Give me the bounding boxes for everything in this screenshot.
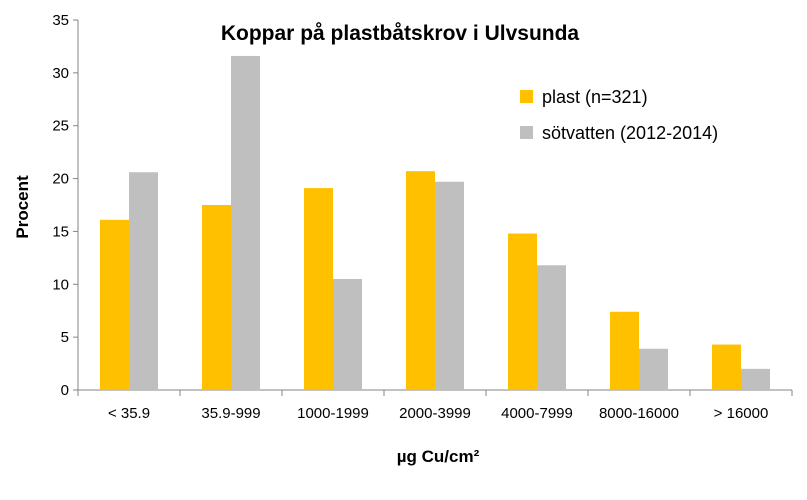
- bar-sotvatten: [333, 279, 362, 390]
- y-tick-label: 20: [52, 171, 69, 188]
- x-tick-label: 35.9-999: [201, 405, 260, 422]
- legend-swatch: [520, 90, 533, 103]
- bar-sotvatten: [741, 368, 770, 390]
- y-tick-label: 30: [52, 65, 69, 82]
- y-tick-label: 5: [61, 329, 69, 346]
- bar-sotvatten: [129, 172, 158, 390]
- y-tick-label: 0: [61, 382, 69, 399]
- y-tick-label: 15: [52, 223, 69, 240]
- x-tick-label: < 35.9: [108, 405, 150, 422]
- x-tick-label: 4000-7999: [501, 405, 573, 422]
- bar-plast: [304, 188, 333, 390]
- chart-title: Koppar på plastbåtskrov i Ulvsunda: [221, 22, 580, 45]
- y-axis-title: Procent: [13, 175, 32, 239]
- bar-plast: [100, 219, 129, 390]
- legend: plast (n=321) sötvatten (2012-2014): [520, 87, 718, 143]
- x-tick-label: 8000-16000: [599, 405, 679, 422]
- bar-plast: [610, 311, 639, 390]
- plot-area: 0 5 10 15 20 25 30 35 < 35.9 35.9-999 1000-1999 200…: [52, 12, 793, 422]
- bar-sotvatten: [537, 265, 566, 390]
- legend-swatch: [520, 126, 533, 139]
- y-tick-label: 25: [52, 118, 69, 135]
- bar-plast: [508, 233, 537, 390]
- x-tick-label: 1000-1999: [297, 405, 369, 422]
- y-tick-label: 35: [52, 12, 69, 29]
- x-tick-label: 2000-3999: [399, 405, 471, 422]
- legend-label: sötvatten (2012-2014): [542, 123, 718, 143]
- legend-label: plast (n=321): [542, 87, 648, 107]
- x-axis-title: µg Cu/cm²: [397, 447, 480, 466]
- bar-plast: [712, 344, 741, 390]
- y-tick-label: 10: [52, 276, 69, 293]
- x-tick-label: > 16000: [714, 405, 769, 422]
- bar-plast: [406, 171, 435, 390]
- bar-sotvatten: [231, 55, 260, 390]
- bar-sotvatten: [435, 181, 464, 390]
- bar-plast: [202, 205, 231, 390]
- bar-sotvatten: [639, 348, 668, 390]
